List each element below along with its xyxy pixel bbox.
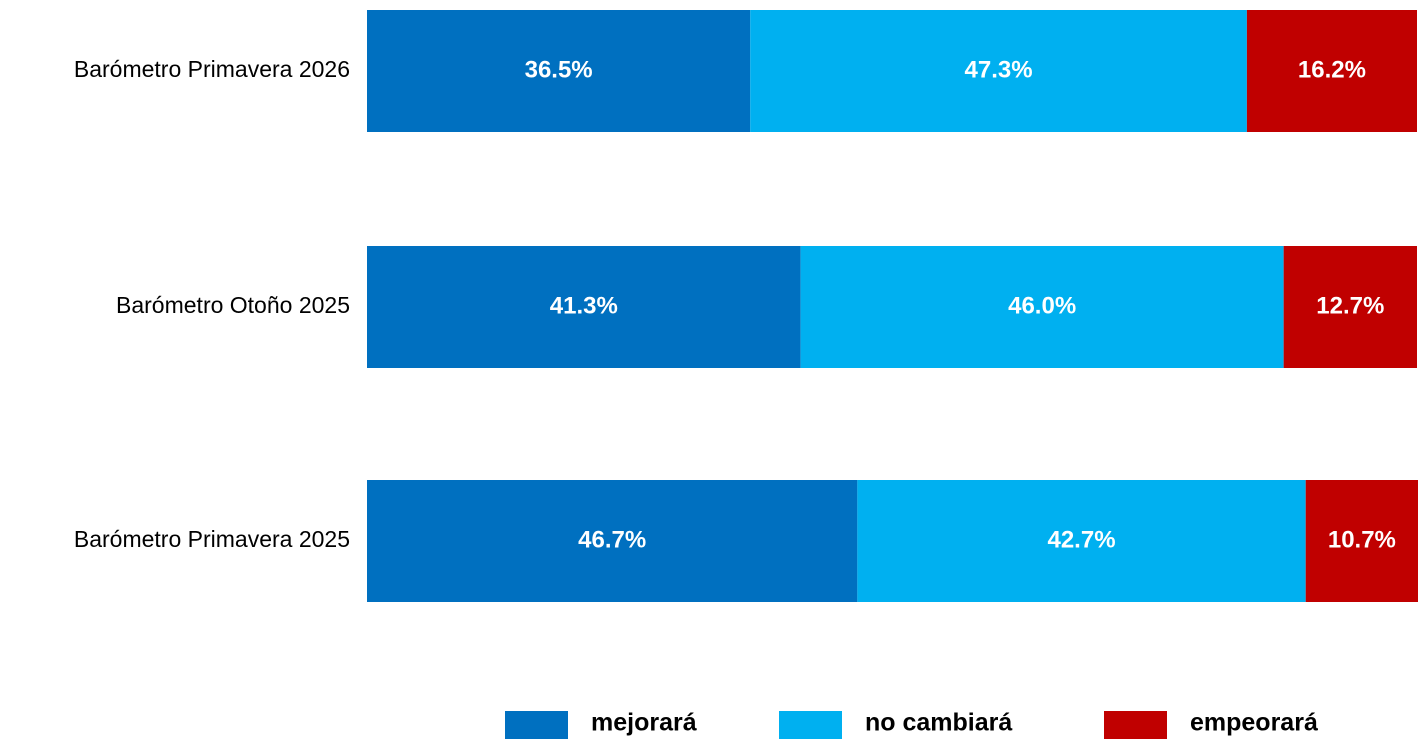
data-label: 16.2% bbox=[1298, 56, 1366, 83]
bar-segment bbox=[857, 480, 1306, 602]
bar-segment bbox=[1246, 10, 1417, 132]
bar-segment bbox=[367, 480, 858, 602]
bar-segment bbox=[1305, 480, 1418, 602]
legend-swatch bbox=[779, 711, 842, 739]
legend-label: no cambiará bbox=[865, 709, 1012, 737]
bar-segment bbox=[800, 246, 1284, 368]
bar-segment bbox=[1283, 246, 1417, 368]
bar-segment bbox=[750, 10, 1247, 132]
data-label: 41.3% bbox=[550, 292, 618, 319]
data-label: 42.7% bbox=[1047, 526, 1115, 553]
data-label: 10.7% bbox=[1328, 526, 1396, 553]
bar-segment bbox=[367, 246, 801, 368]
legend-label: mejorará bbox=[591, 709, 697, 737]
data-label: 46.7% bbox=[578, 526, 646, 553]
legend-label: empeorará bbox=[1190, 709, 1318, 737]
data-label: 46.0% bbox=[1008, 292, 1076, 319]
bar-segment bbox=[367, 10, 751, 132]
data-label: 12.7% bbox=[1316, 292, 1384, 319]
y-tick-label: Barómetro Primavera 2025 bbox=[74, 526, 350, 552]
legend-swatch bbox=[505, 711, 568, 739]
y-tick-label: Barómetro Otoño 2025 bbox=[116, 292, 350, 318]
legend-swatch bbox=[1104, 711, 1167, 739]
data-label: 47.3% bbox=[965, 56, 1033, 83]
data-label: 36.5% bbox=[525, 56, 593, 83]
y-tick-label: Barómetro Primavera 2026 bbox=[74, 56, 350, 82]
